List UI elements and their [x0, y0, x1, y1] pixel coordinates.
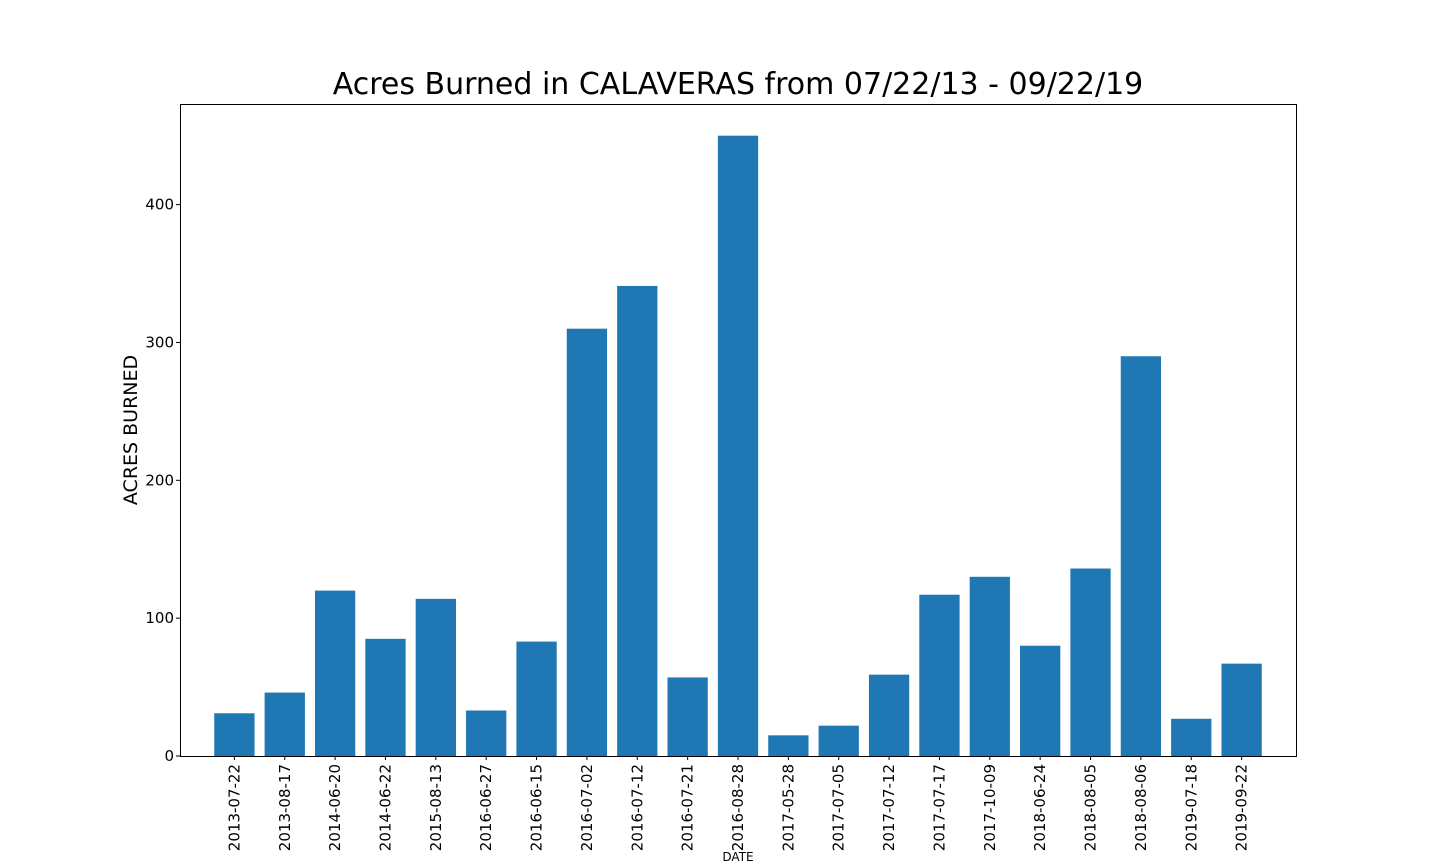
- bar-2016-06-15: [516, 641, 557, 756]
- bar-2013-07-22: [214, 713, 255, 756]
- bar-2018-08-06: [1120, 356, 1162, 756]
- bar-2016-06-27: [466, 710, 507, 756]
- bars-group: [214, 135, 1262, 756]
- bar-2014-06-22: [365, 638, 406, 756]
- x-tick-label: 2014-06-22: [376, 764, 394, 851]
- bar-2019-07-18: [1171, 718, 1212, 756]
- x-tick-label: 2019-09-22: [1233, 764, 1251, 851]
- bar-2016-07-02: [566, 328, 608, 756]
- x-tick-label: 2017-07-05: [830, 764, 848, 851]
- x-tick-label: 2017-07-17: [930, 764, 948, 851]
- x-tick-label: 2019-07-18: [1182, 764, 1200, 851]
- x-tick-label: 2016-06-15: [528, 764, 546, 851]
- y-axis-label: ACRES BURNED: [120, 355, 142, 505]
- x-tick-label: 2016-07-21: [679, 764, 697, 851]
- x-tick-label: 2016-08-28: [729, 764, 747, 851]
- bar-2016-08-28: [717, 135, 759, 756]
- x-tick-label: 2016-06-27: [477, 764, 495, 851]
- x-tick-label: 2017-07-12: [880, 764, 898, 851]
- bar-2017-07-17: [919, 594, 960, 756]
- x-tick-label: 2018-08-05: [1082, 764, 1100, 851]
- x-tick-label: 2014-06-20: [326, 764, 344, 851]
- y-tick-label: 100: [145, 609, 174, 627]
- y-tick-label: 400: [145, 196, 174, 214]
- y-tick-label: 200: [145, 471, 174, 489]
- x-tick-label: 2017-05-28: [779, 764, 797, 851]
- x-tick-label: 2016-07-02: [578, 764, 596, 851]
- bar-2018-08-05: [1070, 568, 1111, 756]
- x-axis-label: DATE: [722, 850, 753, 864]
- x-tick-label: 2015-08-13: [427, 764, 445, 851]
- bar-2016-07-12: [617, 285, 658, 756]
- bar-2016-07-21: [667, 677, 708, 756]
- bar-2013-08-17: [264, 692, 305, 756]
- chart-title: Acres Burned in CALAVERAS from 07/22/13 …: [333, 67, 1144, 102]
- bar-2015-08-13: [415, 598, 456, 756]
- bar-2017-07-05: [818, 725, 859, 756]
- bar-2019-09-22: [1221, 663, 1262, 756]
- x-tick-label: 2018-06-24: [1031, 764, 1049, 851]
- bar-2018-06-24: [1020, 645, 1061, 756]
- y-tick-label: 0: [164, 747, 174, 765]
- bar-2017-07-12: [868, 674, 910, 756]
- bar-2017-10-09: [969, 576, 1010, 756]
- bar-2017-05-28: [768, 735, 809, 756]
- x-tick-label: 2018-08-06: [1132, 764, 1150, 851]
- x-tick-label: 2016-07-12: [628, 764, 646, 851]
- y-axis-ticks: 0 100 200 300 400: [145, 196, 180, 765]
- x-axis-ticks: 2013-07-22 2013-08-17 2014-06-20 2014-06-22…: [225, 756, 1251, 851]
- y-tick-label: 300: [145, 333, 174, 351]
- x-tick-label: 2013-07-22: [225, 764, 243, 851]
- x-tick-label: 2017-10-09: [981, 764, 999, 851]
- x-tick-label: 2013-08-17: [276, 764, 294, 851]
- bar-2014-06-20: [314, 590, 356, 756]
